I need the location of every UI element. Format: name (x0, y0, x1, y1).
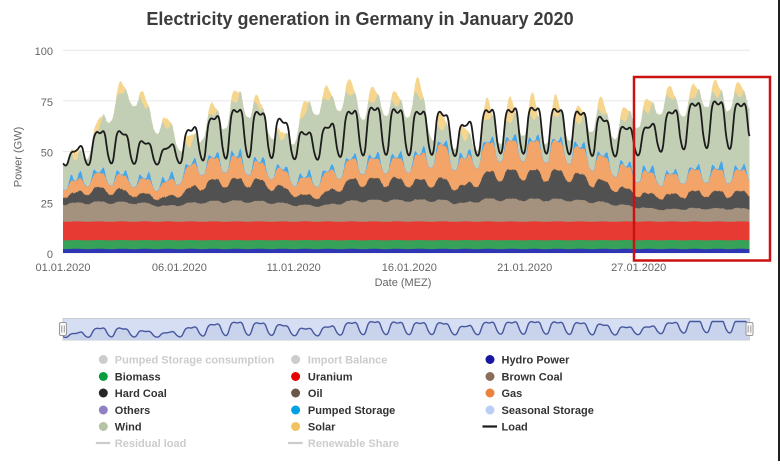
svg-text:Import Balance: Import Balance (308, 355, 387, 367)
svg-text:Power (GW): Power (GW) (13, 127, 25, 188)
svg-text:27.01.2020: 27.01.2020 (611, 262, 666, 274)
svg-text:11.01.2020: 11.01.2020 (267, 262, 321, 274)
svg-text:25: 25 (41, 198, 53, 210)
svg-text:Seasonal Storage: Seasonal Storage (502, 405, 594, 417)
svg-text:Biomass: Biomass (115, 372, 161, 384)
svg-text:Others: Others (115, 405, 150, 417)
svg-text:Renewable Share: Renewable Share (308, 438, 399, 450)
svg-text:Hard Coal: Hard Coal (115, 388, 167, 400)
svg-text:Wind: Wind (115, 422, 142, 434)
svg-text:06.01.2020: 06.01.2020 (152, 262, 207, 274)
svg-text:Pumped Storage consumption: Pumped Storage consumption (115, 355, 275, 367)
svg-text:Gas: Gas (502, 388, 523, 400)
svg-text:Oil: Oil (308, 388, 323, 400)
svg-text:Electricity generation in Germ: Electricity generation in Germany in Jan… (146, 9, 573, 29)
svg-text:Uranium: Uranium (308, 372, 353, 384)
svg-text:Brown Coal: Brown Coal (502, 372, 563, 384)
svg-text:Date (MEZ): Date (MEZ) (375, 277, 432, 289)
svg-text:75: 75 (41, 97, 53, 109)
svg-text:50: 50 (41, 148, 53, 160)
svg-text:100: 100 (35, 46, 53, 58)
svg-text:16.01.2020: 16.01.2020 (382, 262, 437, 274)
svg-text:Hydro Power: Hydro Power (502, 355, 571, 367)
svg-text:Load: Load (502, 422, 528, 434)
svg-text:21.01.2020: 21.01.2020 (497, 262, 552, 274)
svg-text:01.01.2020: 01.01.2020 (35, 262, 90, 274)
svg-text:Pumped Storage: Pumped Storage (308, 405, 395, 417)
svg-text:0: 0 (47, 249, 53, 261)
svg-text:Solar: Solar (308, 422, 336, 434)
svg-text:Residual load: Residual load (115, 438, 187, 450)
